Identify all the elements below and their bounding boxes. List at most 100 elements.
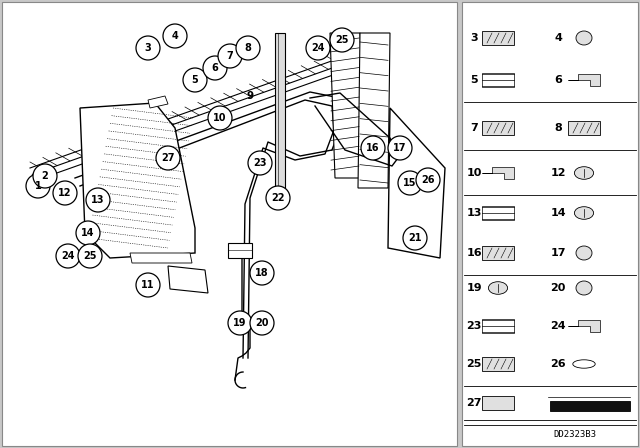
Polygon shape (358, 33, 390, 188)
Ellipse shape (575, 167, 594, 179)
Text: 8: 8 (554, 123, 562, 133)
Text: 26: 26 (550, 359, 566, 369)
Bar (550, 401, 630, 411)
Text: 7: 7 (227, 51, 234, 61)
Polygon shape (330, 33, 365, 178)
Text: 5: 5 (191, 75, 198, 85)
Circle shape (250, 311, 274, 335)
Polygon shape (130, 253, 192, 263)
Text: 26: 26 (421, 175, 435, 185)
Text: 10: 10 (213, 113, 227, 123)
Circle shape (403, 226, 427, 250)
Ellipse shape (575, 207, 594, 220)
Polygon shape (275, 33, 285, 193)
Text: 17: 17 (393, 143, 407, 153)
Text: 12: 12 (58, 188, 72, 198)
Text: 3: 3 (145, 43, 152, 53)
Circle shape (76, 221, 100, 245)
Text: 2: 2 (42, 171, 49, 181)
Bar (568, 121, 600, 135)
Text: 5: 5 (470, 75, 478, 85)
Text: 23: 23 (253, 158, 267, 168)
Circle shape (86, 188, 110, 212)
Text: 25: 25 (335, 35, 349, 45)
Text: 24: 24 (311, 43, 324, 53)
Text: 24: 24 (61, 251, 75, 261)
Text: 22: 22 (271, 193, 285, 203)
Circle shape (388, 136, 412, 160)
Text: 19: 19 (233, 318, 247, 328)
Circle shape (361, 136, 385, 160)
Circle shape (33, 164, 57, 188)
Circle shape (78, 244, 102, 268)
Text: 24: 24 (550, 321, 566, 331)
Text: 10: 10 (467, 168, 482, 178)
Text: 21: 21 (408, 233, 422, 243)
Bar (482, 319, 514, 333)
Circle shape (183, 68, 207, 92)
Polygon shape (228, 243, 252, 258)
Text: 19: 19 (466, 283, 482, 293)
Ellipse shape (488, 282, 508, 294)
Text: 23: 23 (467, 321, 482, 331)
Ellipse shape (576, 246, 592, 260)
Polygon shape (148, 96, 168, 108)
Circle shape (26, 174, 50, 198)
Text: 8: 8 (244, 43, 252, 53)
Text: 6: 6 (554, 75, 562, 85)
Text: 15: 15 (403, 178, 417, 188)
Polygon shape (568, 320, 600, 332)
Circle shape (330, 28, 354, 52)
Circle shape (416, 168, 440, 192)
Circle shape (208, 106, 232, 130)
Polygon shape (568, 74, 600, 86)
Bar (482, 73, 514, 87)
Bar (482, 31, 514, 45)
Bar (482, 357, 514, 371)
Ellipse shape (573, 360, 595, 368)
Circle shape (248, 151, 272, 175)
Text: 4: 4 (172, 31, 179, 41)
Text: 4: 4 (554, 33, 562, 43)
Text: 14: 14 (550, 208, 566, 218)
Polygon shape (80, 103, 195, 258)
Text: 14: 14 (81, 228, 95, 238)
Circle shape (136, 273, 160, 297)
Polygon shape (168, 266, 208, 293)
Text: 9: 9 (246, 91, 253, 101)
Text: 17: 17 (550, 248, 566, 258)
Text: 1: 1 (35, 181, 42, 191)
Text: 12: 12 (550, 168, 566, 178)
Text: 18: 18 (255, 268, 269, 278)
Bar (482, 206, 514, 220)
Text: 13: 13 (467, 208, 482, 218)
Circle shape (236, 36, 260, 60)
Ellipse shape (576, 281, 592, 295)
Text: 20: 20 (550, 283, 566, 293)
Text: 25: 25 (83, 251, 97, 261)
Text: 25: 25 (467, 359, 482, 369)
Circle shape (266, 186, 290, 210)
Circle shape (228, 311, 252, 335)
Circle shape (56, 244, 80, 268)
Text: 11: 11 (141, 280, 155, 290)
Bar (462, 2, 638, 446)
Circle shape (53, 181, 77, 205)
Circle shape (163, 24, 187, 48)
Circle shape (306, 36, 330, 60)
Text: 3: 3 (470, 33, 478, 43)
Text: DD2323B3: DD2323B3 (554, 430, 596, 439)
Polygon shape (482, 168, 514, 179)
Circle shape (250, 261, 274, 285)
Text: 16: 16 (466, 248, 482, 258)
Bar (2, 2, 457, 446)
Text: 16: 16 (366, 143, 380, 153)
Circle shape (398, 171, 422, 195)
Polygon shape (388, 108, 445, 258)
Text: 27: 27 (161, 153, 175, 163)
Bar (482, 246, 514, 260)
Text: 6: 6 (212, 63, 218, 73)
Text: 27: 27 (467, 398, 482, 408)
Bar (482, 396, 514, 410)
Circle shape (156, 146, 180, 170)
